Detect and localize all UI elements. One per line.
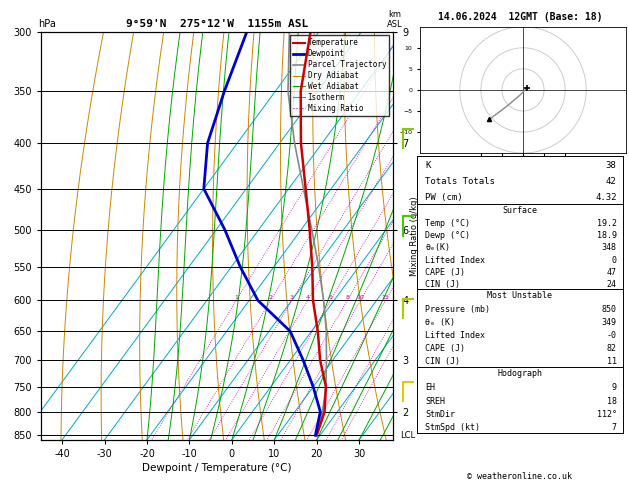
- Text: 38: 38: [606, 161, 616, 170]
- Text: CAPE (J): CAPE (J): [425, 268, 465, 277]
- Text: K: K: [425, 161, 431, 170]
- Text: Lifted Index: Lifted Index: [425, 331, 485, 340]
- Text: CAPE (J): CAPE (J): [425, 344, 465, 353]
- Legend: Temperature, Dewpoint, Parcel Trajectory, Dry Adiabat, Wet Adiabat, Isotherm, Mi: Temperature, Dewpoint, Parcel Trajectory…: [290, 35, 389, 116]
- Text: 2: 2: [269, 295, 273, 300]
- Text: CIN (J): CIN (J): [425, 280, 460, 289]
- Text: © weatheronline.co.uk: © weatheronline.co.uk: [467, 472, 572, 481]
- Text: 14.06.2024  12GMT (Base: 18): 14.06.2024 12GMT (Base: 18): [438, 12, 602, 22]
- Text: LCL: LCL: [400, 431, 415, 440]
- Text: θₑ (K): θₑ (K): [425, 318, 455, 328]
- Text: 15: 15: [382, 295, 389, 300]
- Text: Lifted Index: Lifted Index: [425, 256, 485, 264]
- Text: 18.9: 18.9: [596, 231, 616, 240]
- Text: 11: 11: [606, 357, 616, 366]
- Text: PW (cm): PW (cm): [425, 193, 463, 202]
- Text: 82: 82: [606, 344, 616, 353]
- Text: 47: 47: [606, 268, 616, 277]
- Text: SREH: SREH: [425, 397, 445, 405]
- X-axis label: kt: kt: [520, 167, 526, 173]
- Text: Most Unstable: Most Unstable: [487, 291, 552, 300]
- Text: Pressure (mb): Pressure (mb): [425, 305, 490, 314]
- Text: 348: 348: [601, 243, 616, 252]
- Text: 9: 9: [611, 383, 616, 392]
- Text: 19.2: 19.2: [596, 219, 616, 228]
- Text: 4: 4: [306, 295, 309, 300]
- Text: 18: 18: [606, 397, 616, 405]
- Text: Hodograph: Hodograph: [498, 369, 542, 378]
- Text: 10: 10: [357, 295, 364, 300]
- Text: Temp (°C): Temp (°C): [425, 219, 470, 228]
- Text: 4.32: 4.32: [595, 193, 616, 202]
- Text: Surface: Surface: [503, 206, 537, 215]
- Text: hPa: hPa: [38, 19, 55, 29]
- Text: Totals Totals: Totals Totals: [425, 177, 495, 186]
- Text: θₑ(K): θₑ(K): [425, 243, 450, 252]
- Text: StmDir: StmDir: [425, 410, 455, 418]
- Text: 42: 42: [606, 177, 616, 186]
- Text: CIN (J): CIN (J): [425, 357, 460, 366]
- Text: 850: 850: [601, 305, 616, 314]
- Text: 8: 8: [345, 295, 349, 300]
- Text: 349: 349: [601, 318, 616, 328]
- Text: 24: 24: [606, 280, 616, 289]
- Text: Dewp (°C): Dewp (°C): [425, 231, 470, 240]
- Text: Mixing Ratio (g/kg): Mixing Ratio (g/kg): [409, 196, 419, 276]
- Text: 6: 6: [328, 295, 332, 300]
- Text: 1: 1: [235, 295, 238, 300]
- Text: StmSpd (kt): StmSpd (kt): [425, 423, 481, 432]
- Text: 3: 3: [290, 295, 294, 300]
- Text: 112°: 112°: [596, 410, 616, 418]
- X-axis label: Dewpoint / Temperature (°C): Dewpoint / Temperature (°C): [142, 463, 292, 473]
- Title: 9°59'N  275°12'W  1155m ASL: 9°59'N 275°12'W 1155m ASL: [126, 19, 308, 30]
- Text: EH: EH: [425, 383, 435, 392]
- Text: 7: 7: [611, 423, 616, 432]
- Text: km
ASL: km ASL: [387, 11, 402, 29]
- Text: 0: 0: [611, 256, 616, 264]
- Text: -0: -0: [606, 331, 616, 340]
